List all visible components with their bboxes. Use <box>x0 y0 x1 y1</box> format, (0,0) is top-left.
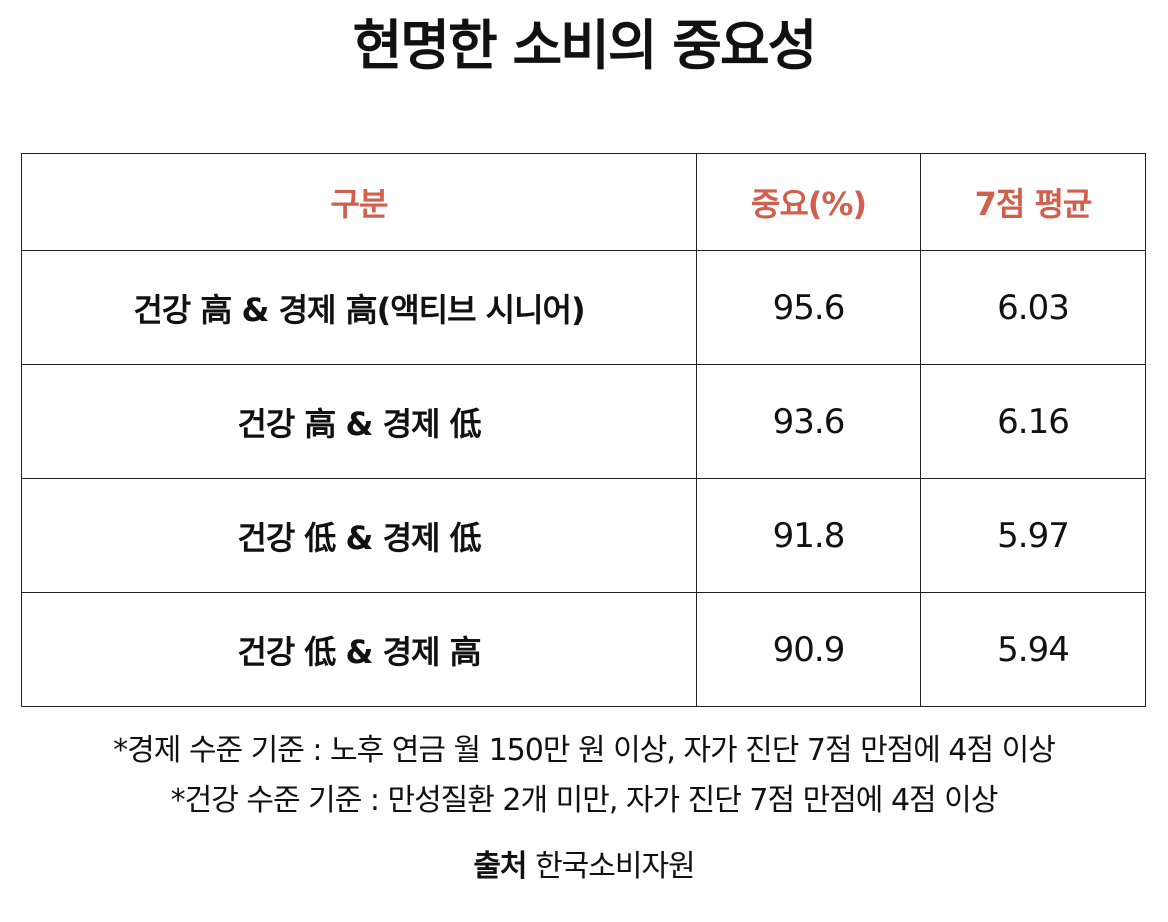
row-average: 5.94 <box>920 592 1146 707</box>
row-category: 건강 高 & 경제 高(액티브 시니어) <box>21 250 697 365</box>
row-average: 6.03 <box>920 250 1146 365</box>
header-category: 구분 <box>21 153 697 251</box>
table-header-row: 구분 중요(%) 7점 평균 <box>21 153 1146 251</box>
table-row: 건강 高 & 경제 高(액티브 시니어) 95.6 6.03 <box>21 250 1146 365</box>
row-category: 건강 低 & 경제 高 <box>21 592 697 707</box>
footnote-economic: *경제 수준 기준 : 노후 연금 월 150만 원 이상, 자가 진단 7점 … <box>113 733 1056 768</box>
page-title: 현명한 소비의 중요성 <box>352 14 818 77</box>
row-average: 5.97 <box>920 478 1146 593</box>
row-importance: 95.6 <box>696 250 921 365</box>
header-importance: 중요(%) <box>696 153 921 251</box>
row-category: 건강 低 & 경제 低 <box>21 478 697 593</box>
source-line: 출처 한국소비자원 <box>0 842 1168 892</box>
table-row: 건강 低 & 경제 低 91.8 5.97 <box>21 478 1146 593</box>
row-category: 건강 高 & 경제 低 <box>21 364 697 479</box>
row-importance: 90.9 <box>696 592 921 707</box>
table-row: 건강 高 & 경제 低 93.6 6.16 <box>21 364 1146 479</box>
footnotes: *경제 수준 기준 : 노후 연금 월 150만 원 이상, 자가 진단 7점 … <box>0 726 1168 826</box>
row-importance: 93.6 <box>696 364 921 479</box>
row-importance: 91.8 <box>696 478 921 593</box>
source-label: 출처 <box>473 849 527 884</box>
data-table: 구분 중요(%) 7점 평균 건강 高 & 경제 高(액티브 시니어) 95.6… <box>21 153 1146 707</box>
header-average: 7점 평균 <box>920 153 1146 251</box>
source-value: 한국소비자원 <box>535 849 696 884</box>
row-average: 6.16 <box>920 364 1146 479</box>
table-row: 건강 低 & 경제 高 90.9 5.94 <box>21 592 1146 707</box>
footnote-health: *건강 수준 기준 : 만성질환 2개 미만, 자가 진단 7점 만점에 4점 … <box>170 783 999 818</box>
